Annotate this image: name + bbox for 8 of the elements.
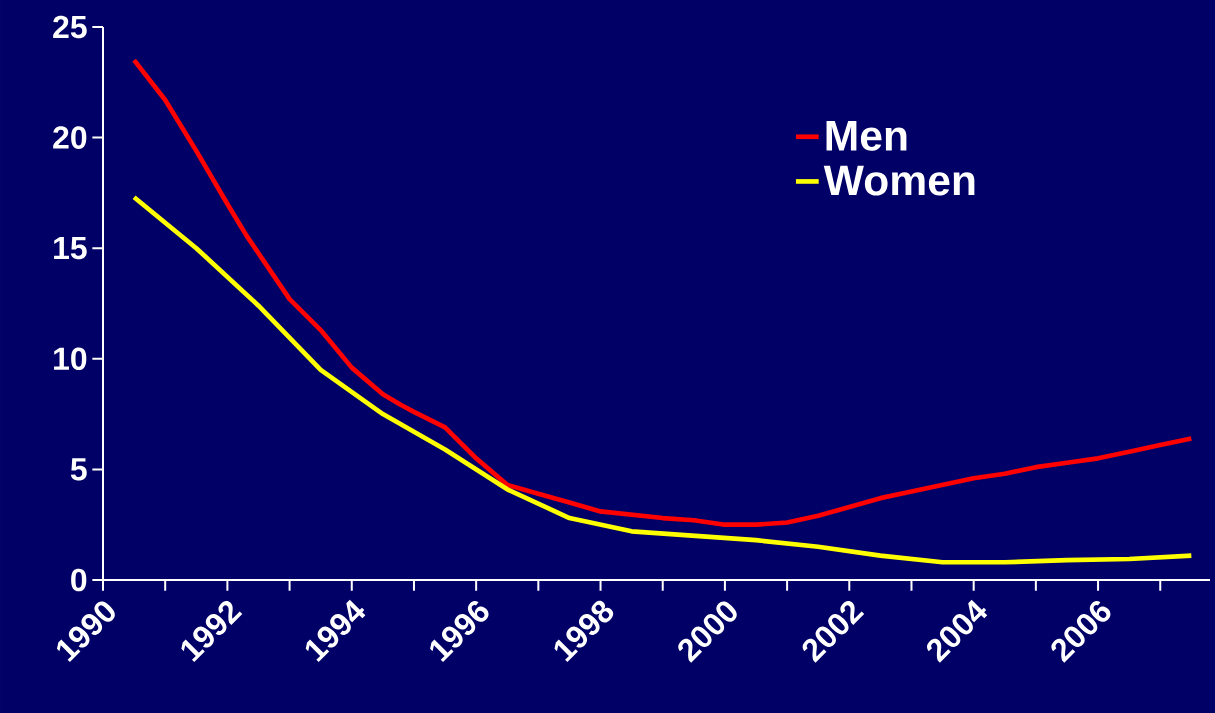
y-tick-label: 15 — [54, 237, 87, 260]
y-tick-label: 10 — [54, 347, 87, 371]
y-tick-label: 0 — [71, 568, 87, 592]
y-tick-label: 20 — [53, 126, 87, 149]
legend-label: Men — [826, 121, 907, 151]
legend-label: Women — [823, 165, 975, 196]
y-tick-label: 25 — [53, 15, 87, 39]
y-tick-label: 5 — [70, 458, 87, 481]
